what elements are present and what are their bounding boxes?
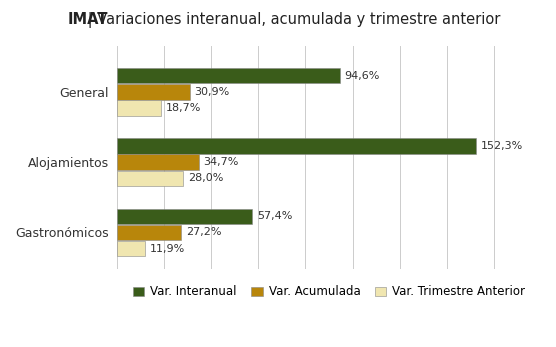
Text: | Variaciones interanual, acumulada y trimestre anterior: | Variaciones interanual, acumulada y tr… (83, 12, 500, 28)
Text: IMAT: IMAT (68, 12, 108, 27)
Text: 28,0%: 28,0% (187, 174, 223, 183)
Bar (117, 100, 161, 116)
Bar (117, 241, 145, 256)
Text: 94,6%: 94,6% (345, 71, 380, 81)
Text: 27,2%: 27,2% (186, 227, 221, 237)
Text: 30,9%: 30,9% (195, 87, 230, 97)
Legend: Var. Interanual, Var. Acumulada, Var. Trimestre Anterior: Var. Interanual, Var. Acumulada, Var. Tr… (128, 281, 530, 303)
Bar (117, 225, 181, 240)
Text: 34,7%: 34,7% (203, 157, 239, 167)
Bar (117, 68, 340, 84)
Bar (117, 154, 198, 170)
Bar (117, 138, 476, 154)
Bar (117, 84, 190, 100)
Text: 152,3%: 152,3% (480, 141, 523, 151)
Bar (117, 209, 252, 224)
Text: 11,9%: 11,9% (150, 244, 185, 254)
Text: 18,7%: 18,7% (166, 103, 201, 113)
Text: 57,4%: 57,4% (257, 211, 292, 221)
Bar (117, 171, 183, 186)
